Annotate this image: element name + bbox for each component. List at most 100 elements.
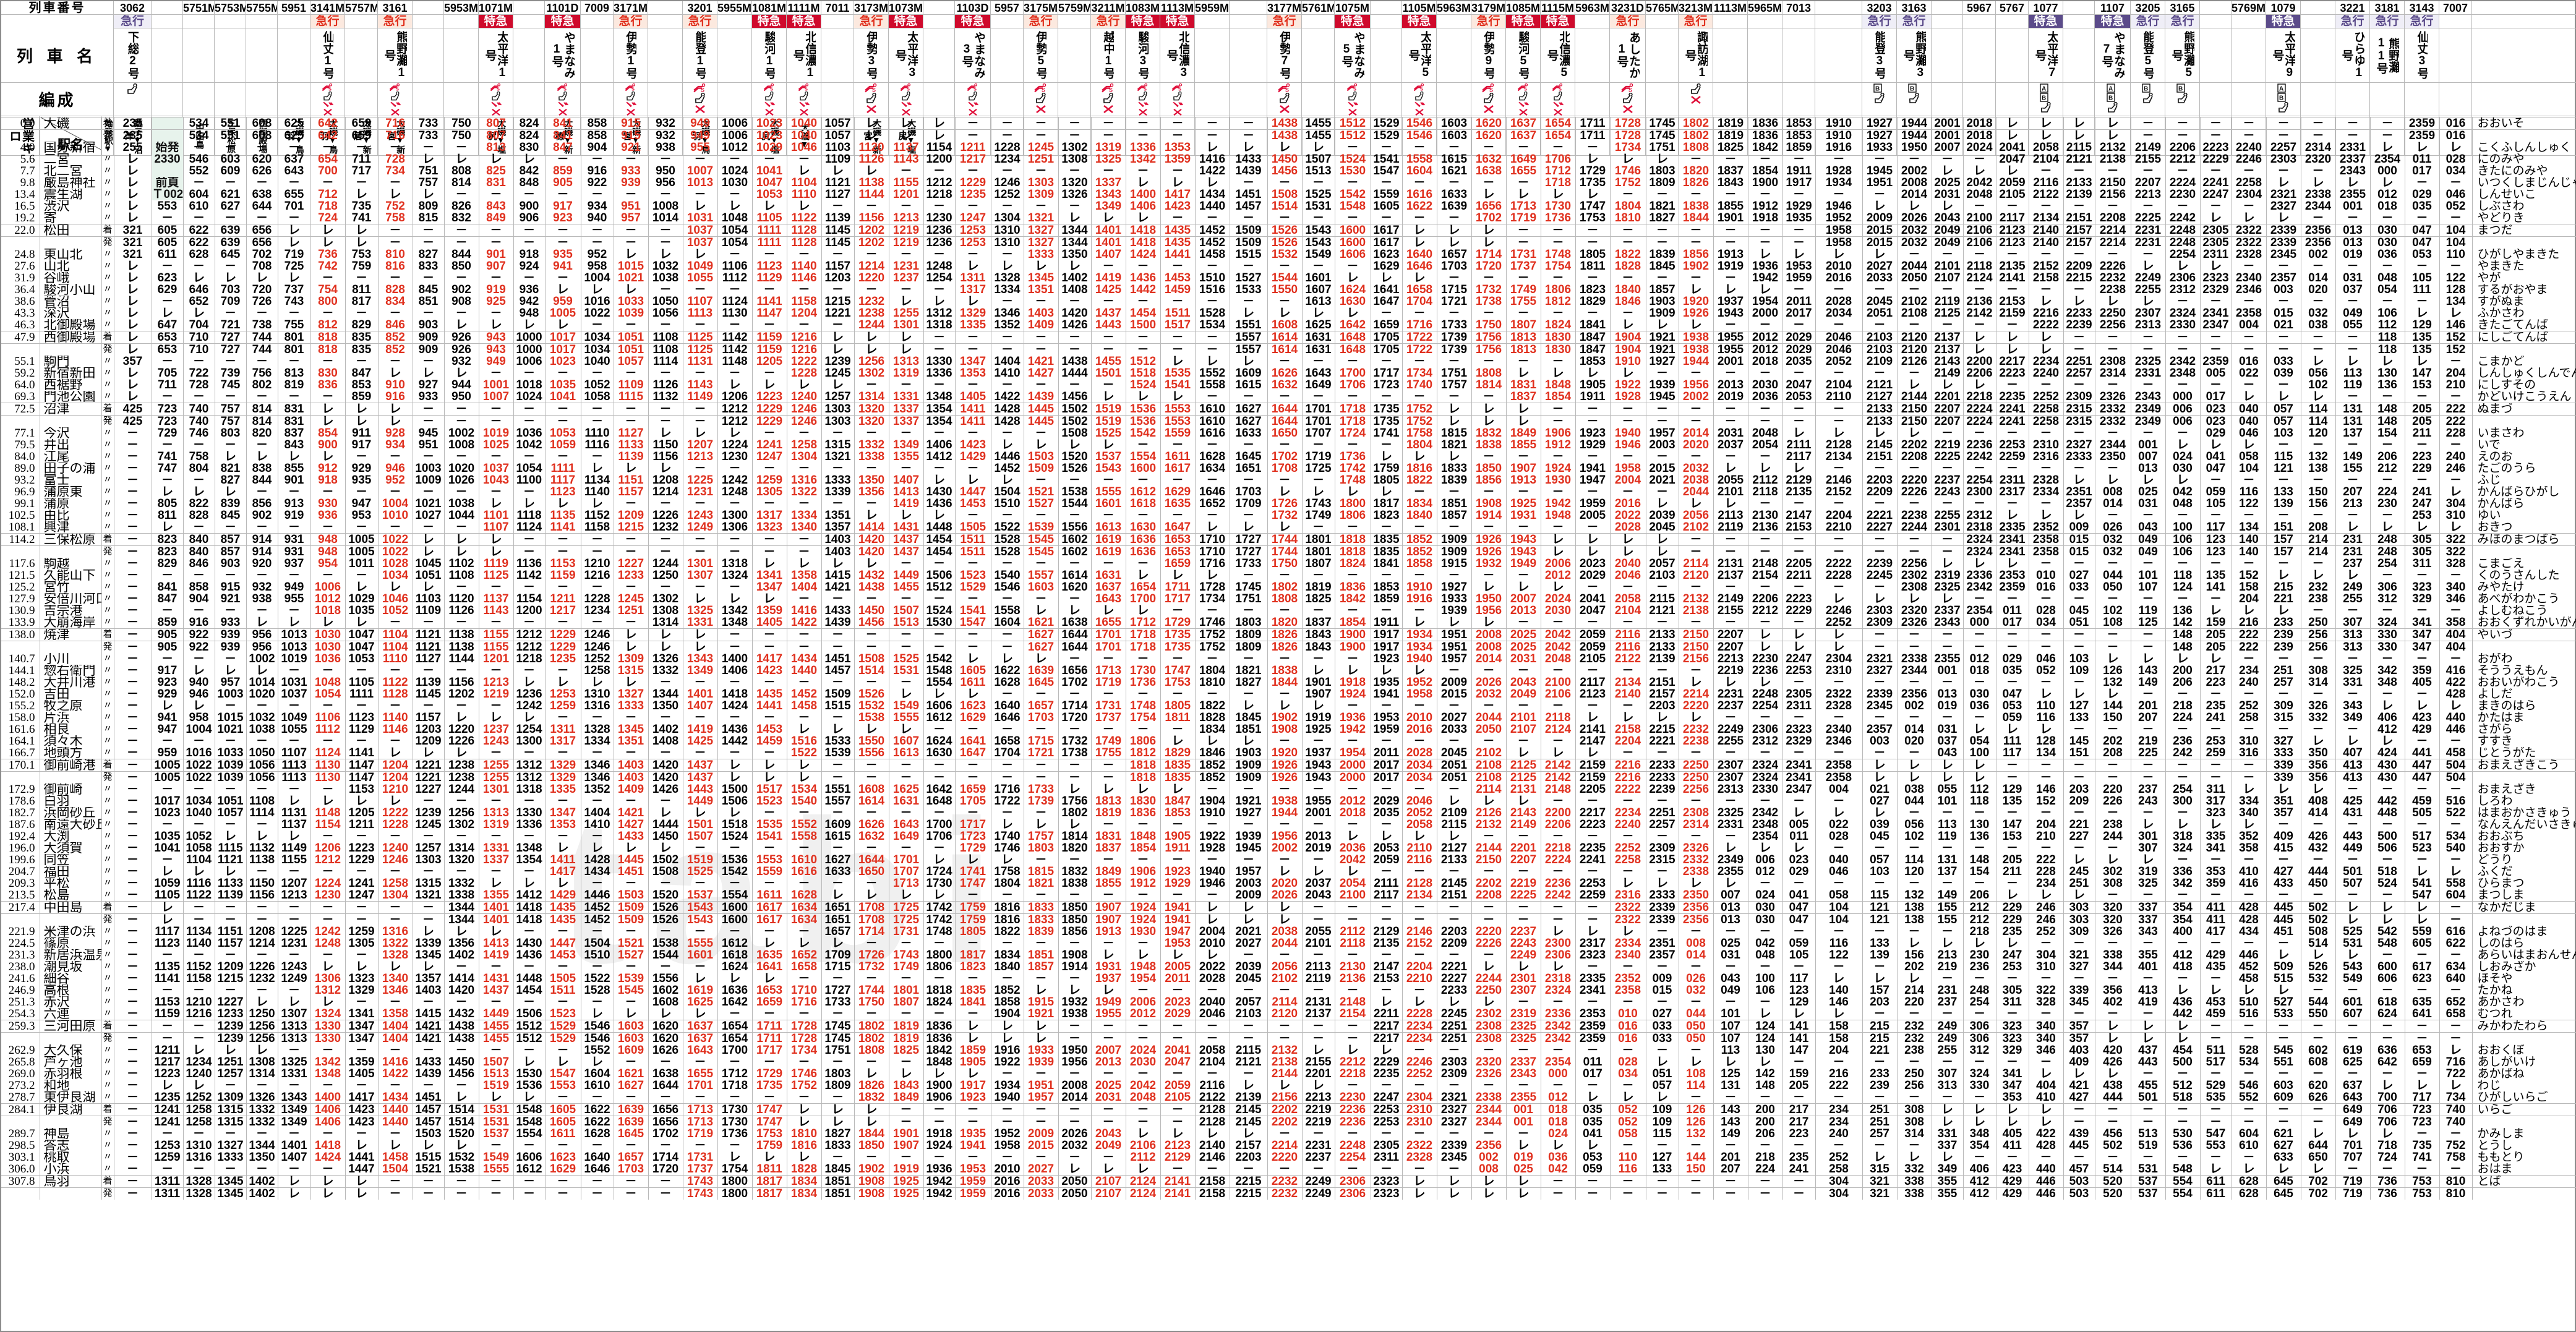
station-name[interactable]: 西御殿場 bbox=[40, 331, 102, 344]
time-cell: レ bbox=[991, 439, 1024, 451]
station-name[interactable]: 松田 bbox=[40, 224, 102, 237]
time-cell: レ bbox=[413, 153, 445, 165]
time-cell: － bbox=[2165, 771, 2201, 783]
station-name[interactable] bbox=[40, 641, 102, 653]
station-name[interactable]: 今沢 bbox=[40, 427, 102, 439]
time-cell: 1437 bbox=[683, 771, 718, 783]
station-name[interactable]: 谷峨 bbox=[40, 272, 102, 284]
time-cell: － bbox=[1267, 735, 1303, 747]
station-name[interactable]: 北二宮 bbox=[40, 165, 102, 177]
time-cell: 505 bbox=[2405, 807, 2440, 819]
station-name[interactable]: 久能山下 bbox=[40, 570, 102, 581]
station-name[interactable]: 沼津 bbox=[40, 403, 102, 416]
station-name[interactable]: 須々木 bbox=[40, 735, 102, 747]
time-cell: 1847 bbox=[1575, 331, 1611, 344]
station-name[interactable]: 震生湖 bbox=[40, 189, 102, 200]
time-cell: レ bbox=[1267, 142, 1303, 153]
station-name[interactable]: 由比 bbox=[40, 510, 102, 521]
time-cell: 1631 bbox=[1091, 570, 1126, 581]
station-name[interactable]: 三保松原 bbox=[40, 533, 102, 546]
station-name[interactable]: 白羽 bbox=[40, 795, 102, 807]
time-cell: 2213 bbox=[2131, 189, 2166, 200]
time-cell: 1557 bbox=[1230, 331, 1268, 344]
time-cell: 129 bbox=[1996, 783, 2029, 795]
station-name[interactable]: 浜岡砂丘 bbox=[40, 807, 102, 819]
time-cell: 2357 bbox=[1862, 724, 1898, 735]
time-cell: － bbox=[378, 700, 413, 712]
station-name[interactable]: 井出 bbox=[40, 439, 102, 451]
time-cell: 2017 bbox=[1371, 771, 1403, 783]
station-name[interactable]: 厳島神社 bbox=[40, 177, 102, 189]
time-cell: 1738 bbox=[1471, 296, 1507, 307]
time-cell: 2234 bbox=[2029, 356, 2064, 367]
time-cell: － bbox=[1230, 605, 1268, 617]
time-cell: － bbox=[1782, 533, 1816, 546]
station-name[interactable]: 宮竹 bbox=[40, 581, 102, 593]
station-name[interactable]: 北御殿場 bbox=[40, 319, 102, 331]
composition-cell: S bbox=[1610, 83, 1646, 116]
station-name[interactable]: 大崩海岸 bbox=[40, 617, 102, 629]
station-name[interactable]: 深沢 bbox=[40, 307, 102, 319]
time-cell: 128 bbox=[2029, 735, 2064, 747]
station-name[interactable] bbox=[40, 545, 102, 558]
station-name[interactable]: 菅沼 bbox=[40, 296, 102, 307]
station-name[interactable]: 門池公園 bbox=[40, 391, 102, 403]
station-name[interactable] bbox=[40, 343, 102, 356]
station-name[interactable]: 寄 bbox=[40, 212, 102, 224]
station-name[interactable]: 蒲原 bbox=[40, 498, 102, 510]
time-cell: － bbox=[717, 533, 753, 546]
station-name[interactable]: 山北 bbox=[40, 260, 102, 272]
station-name[interactable]: 相良 bbox=[40, 724, 102, 735]
station-name[interactable]: 田子の浦 bbox=[40, 463, 102, 474]
station-name[interactable]: 御前崎港 bbox=[40, 759, 102, 772]
station-name[interactable]: 惣右衛門 bbox=[40, 665, 102, 677]
time-cell: 1105 bbox=[752, 212, 787, 224]
train-class-badge: 急行 bbox=[114, 15, 151, 28]
station-name[interactable]: 吉宗港 bbox=[40, 605, 102, 617]
station-name[interactable]: 富士 bbox=[40, 474, 102, 486]
station-name[interactable]: 南遠大砂丘 bbox=[40, 819, 102, 830]
time-cell: 1943 bbox=[1506, 533, 1541, 546]
station-name[interactable]: 御前崎 bbox=[40, 783, 102, 795]
station-name[interactable]: 大磯 bbox=[40, 117, 102, 130]
time-cell: － bbox=[1815, 463, 1863, 474]
station-name[interactable] bbox=[40, 129, 102, 142]
time-cell: － bbox=[1058, 343, 1092, 356]
station-name[interactable]: 牧之原 bbox=[40, 700, 102, 712]
station-name[interactable] bbox=[40, 236, 102, 249]
time-cell: 1005 bbox=[152, 759, 184, 772]
time-cell: － bbox=[1815, 319, 1863, 331]
time-cell: 220 bbox=[2095, 783, 2131, 795]
station-name[interactable] bbox=[40, 771, 102, 783]
station-name[interactable]: 地頭方 bbox=[40, 747, 102, 759]
station-name[interactable]: 駿河小山 bbox=[40, 284, 102, 296]
time-cell: 947 bbox=[152, 724, 184, 735]
station-name[interactable]: 焼津 bbox=[40, 628, 102, 641]
time-cell: － bbox=[479, 747, 514, 759]
time-cell: － bbox=[2165, 200, 2201, 212]
time-cell: 1351 bbox=[1024, 284, 1059, 296]
station-name[interactable]: 駒門 bbox=[40, 356, 102, 367]
station-name[interactable]: 駒越 bbox=[40, 558, 102, 570]
station-name[interactable]: 江尾 bbox=[40, 451, 102, 463]
time-cell: 1628 bbox=[991, 677, 1024, 688]
station-name[interactable]: 小川 bbox=[40, 653, 102, 665]
station-name[interactable]: 蒲原東 bbox=[40, 486, 102, 498]
station-name[interactable] bbox=[40, 415, 102, 427]
time-cell: 431 bbox=[2335, 807, 2371, 819]
station-name[interactable]: 興津 bbox=[40, 521, 102, 534]
station-name[interactable]: 国分新宿 bbox=[40, 142, 102, 153]
station-name[interactable]: 西裾野 bbox=[40, 379, 102, 391]
time-cell: 237 bbox=[2131, 783, 2166, 795]
station-name[interactable]: 大井川港 bbox=[40, 677, 102, 688]
station-name[interactable]: 片浜 bbox=[40, 712, 102, 724]
station-name[interactable]: 二宮 bbox=[40, 153, 102, 165]
time-cell: － bbox=[1267, 177, 1303, 189]
time-cell: － bbox=[923, 807, 956, 819]
station-name[interactable]: 東山北 bbox=[40, 249, 102, 260]
station-name[interactable]: 新宿新田 bbox=[40, 367, 102, 379]
station-name[interactable]: 渋沢 bbox=[40, 200, 102, 212]
station-name[interactable]: 安倍川河口 bbox=[40, 593, 102, 605]
station-name[interactable]: 吉田 bbox=[40, 688, 102, 700]
time-cell: 1641 bbox=[955, 735, 991, 747]
